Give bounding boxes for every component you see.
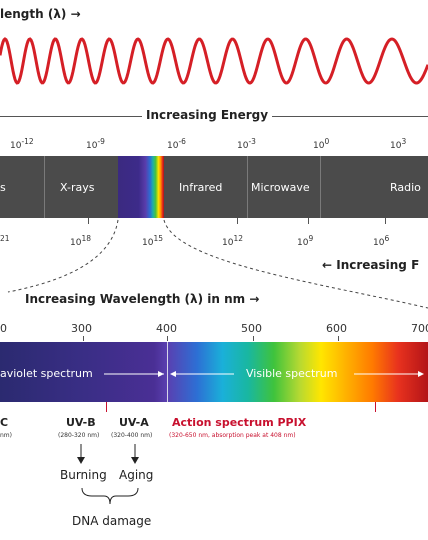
zoom-tick-300: 300 xyxy=(71,322,92,335)
uvc-label: C xyxy=(0,416,9,429)
visible-spectrum-label: Visible spectrum xyxy=(246,367,338,380)
uvb-range: (280-320 nm) xyxy=(58,432,100,439)
bottom-tick-3: 1015 xyxy=(142,234,163,248)
gradient-arrows xyxy=(104,371,424,377)
bottom-tick-6: 106 xyxy=(373,234,390,248)
zoom-title: Increasing Wavelength (λ) in nm → xyxy=(25,292,263,306)
zoom-tick-500: 500 xyxy=(241,322,262,335)
top-tick-5: 100 xyxy=(313,137,330,151)
dna-brace xyxy=(81,487,139,505)
zoom-tick-700: 700 xyxy=(411,322,428,335)
segment-gamma: s xyxy=(0,181,6,194)
uva-label: UV-A xyxy=(119,416,149,429)
uvc-range: nm) xyxy=(0,432,12,439)
uvb-label: UV-B xyxy=(66,416,96,429)
aging-label: Aging xyxy=(119,468,154,482)
uva-range: (320-400 nm) xyxy=(111,432,153,439)
em-spectrum-bar xyxy=(0,156,428,218)
zoom-tick-200: 0 xyxy=(0,322,7,335)
effect-arrows xyxy=(77,444,139,464)
top-tick-4: 10-3 xyxy=(237,137,256,151)
bottom-tick-5: 109 xyxy=(297,234,314,248)
segment-infrared: Infrared xyxy=(179,181,223,194)
segment-xrays: X-rays xyxy=(60,181,95,194)
top-tick-2: 10-9 xyxy=(86,137,105,151)
top-tick-1: 10-12 xyxy=(10,137,34,151)
bottom-tick-2: 1018 xyxy=(70,234,91,248)
visible-band xyxy=(118,156,164,218)
zoom-tick-600: 600 xyxy=(326,322,347,335)
ppix-label: Action spectrum PPIX xyxy=(172,416,307,429)
top-tick-6: 103 xyxy=(390,137,407,151)
zoom-lines xyxy=(7,219,428,309)
energy-label: Increasing Energy xyxy=(142,108,273,122)
em-wave xyxy=(0,37,428,85)
bottom-tick-1: 21 xyxy=(0,234,10,243)
burning-label: Burning xyxy=(60,468,107,482)
wavelength-title: length (λ) → xyxy=(0,7,81,21)
bottom-tick-4: 1012 xyxy=(222,234,243,248)
segment-microwave: Microwave xyxy=(251,181,310,194)
ppix-range: (320-650 nm, absorption peak at 408 nm) xyxy=(169,432,296,439)
top-tick-3: 10-6 xyxy=(167,137,186,151)
segment-radio: Radio xyxy=(390,181,421,194)
visible-uv-gradient xyxy=(0,342,428,402)
uv-spectrum-label: aviolet spectrum xyxy=(0,367,93,380)
wavelength-title-text: length (λ) → xyxy=(0,7,81,21)
frequency-label: ← Increasing F xyxy=(322,258,420,272)
zoom-tick-400: 400 xyxy=(156,322,177,335)
dna-damage-label: DNA damage xyxy=(72,514,152,528)
